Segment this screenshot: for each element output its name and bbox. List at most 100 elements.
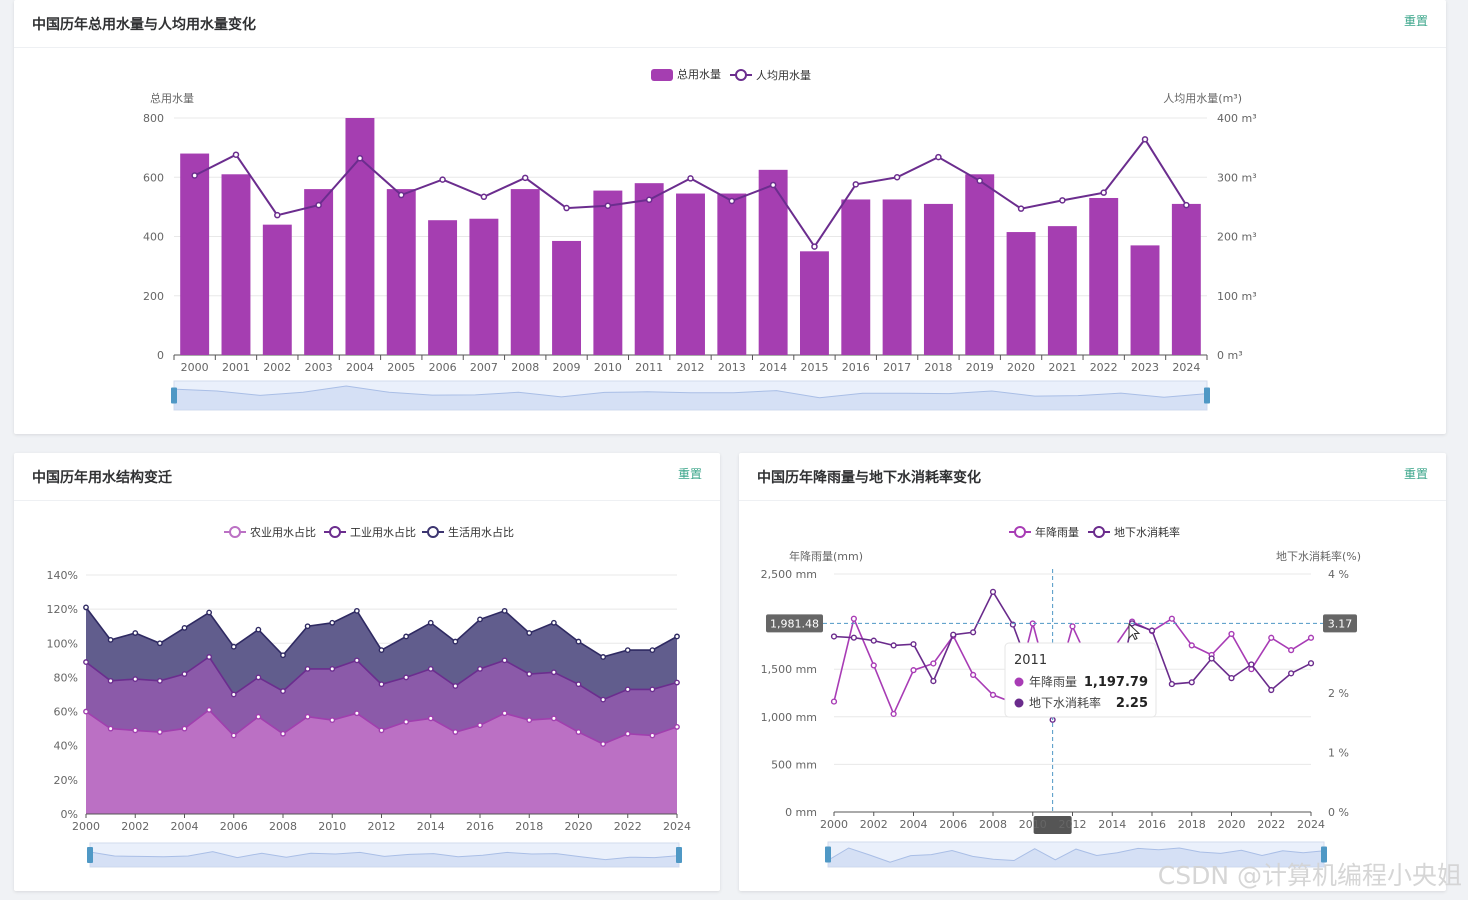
series-point[interactable] — [1268, 634, 1275, 641]
line-point[interactable] — [480, 193, 488, 201]
area-point[interactable] — [477, 722, 483, 729]
bar[interactable] — [965, 174, 995, 355]
series-point[interactable] — [1188, 679, 1195, 686]
area-point[interactable] — [452, 683, 459, 689]
series-point[interactable] — [950, 631, 957, 638]
line-point[interactable] — [811, 243, 818, 250]
area-point[interactable] — [526, 671, 533, 677]
bar[interactable] — [1089, 197, 1119, 355]
area-point[interactable] — [230, 643, 237, 650]
area-point[interactable] — [600, 741, 607, 747]
area-point[interactable] — [206, 706, 213, 713]
area-point[interactable] — [230, 691, 237, 698]
series-point[interactable] — [1188, 642, 1195, 649]
area-point[interactable] — [550, 715, 557, 722]
line-point[interactable] — [1183, 201, 1190, 209]
area-point[interactable] — [255, 674, 262, 681]
line-point[interactable] — [604, 202, 612, 209]
data-zoom-slider[interactable] — [825, 841, 1327, 868]
series-point[interactable] — [1268, 686, 1275, 694]
line-point[interactable] — [563, 204, 570, 212]
bar[interactable] — [386, 189, 416, 355]
line-point[interactable] — [274, 211, 281, 219]
bar[interactable] — [593, 190, 623, 355]
series-point[interactable] — [1208, 655, 1215, 662]
bar[interactable] — [469, 218, 499, 355]
line-point[interactable] — [769, 181, 777, 189]
bar[interactable] — [758, 169, 788, 355]
line-point[interactable] — [398, 191, 405, 199]
area-point[interactable] — [132, 630, 139, 636]
series-point[interactable] — [1168, 615, 1175, 622]
reset-button[interactable]: 重置 — [677, 467, 702, 481]
bar[interactable] — [1171, 203, 1201, 355]
area-point[interactable] — [206, 654, 213, 660]
area-point[interactable] — [674, 633, 680, 640]
area-point[interactable] — [501, 710, 508, 717]
area-point[interactable] — [403, 674, 410, 681]
area-point[interactable] — [83, 708, 89, 715]
reset-button[interactable]: 重置 — [1403, 467, 1428, 481]
area-point[interactable] — [600, 696, 607, 703]
area-point[interactable] — [329, 619, 336, 626]
area-point[interactable] — [674, 724, 680, 730]
reset-button[interactable]: 重置 — [1403, 14, 1428, 28]
legend-item-1[interactable]: 工业用水占比 — [324, 525, 416, 539]
slider-handle-right[interactable] — [1321, 846, 1327, 863]
area-point[interactable] — [452, 638, 459, 645]
area-point[interactable] — [83, 659, 89, 665]
series-point[interactable] — [930, 660, 937, 667]
area-point[interactable] — [353, 710, 360, 717]
line-point[interactable] — [1059, 197, 1066, 204]
bar[interactable] — [262, 224, 292, 355]
area-point[interactable] — [427, 619, 434, 626]
series-point[interactable] — [850, 634, 857, 641]
bar[interactable] — [882, 199, 912, 355]
bar[interactable] — [923, 203, 953, 355]
area-point[interactable] — [132, 727, 139, 734]
line-point[interactable] — [356, 155, 364, 162]
area-point[interactable] — [526, 630, 533, 636]
series-point[interactable] — [1168, 680, 1175, 688]
area-point[interactable] — [132, 676, 139, 683]
bar[interactable] — [717, 193, 747, 355]
area-point[interactable] — [280, 688, 286, 694]
area-point[interactable] — [181, 625, 188, 631]
series-point[interactable] — [850, 615, 857, 622]
area-point[interactable] — [304, 713, 311, 720]
bar[interactable] — [841, 199, 871, 355]
area-point[interactable] — [403, 718, 410, 725]
line-point[interactable] — [191, 172, 198, 179]
area-point[interactable] — [304, 665, 311, 672]
area-point[interactable] — [329, 665, 336, 672]
area-point[interactable] — [378, 647, 385, 654]
area-point[interactable] — [674, 679, 680, 686]
slider-handle-right[interactable] — [1204, 387, 1210, 404]
series-point[interactable] — [1228, 630, 1235, 638]
bar[interactable] — [1130, 245, 1160, 355]
area-point[interactable] — [575, 638, 582, 645]
slider-handle-right[interactable] — [676, 847, 682, 863]
area-point[interactable] — [378, 681, 385, 688]
data-zoom-slider[interactable] — [87, 842, 682, 868]
area-point[interactable] — [156, 677, 163, 684]
area-point[interactable] — [107, 677, 114, 684]
area-point[interactable] — [427, 715, 434, 722]
area-point[interactable] — [649, 732, 656, 739]
line-point[interactable] — [976, 177, 983, 185]
area-point[interactable] — [255, 626, 262, 633]
area-point[interactable] — [575, 681, 582, 688]
area-point[interactable] — [206, 609, 213, 616]
area-point[interactable] — [477, 665, 483, 672]
line-point[interactable] — [687, 175, 694, 182]
data-zoom-slider[interactable] — [171, 380, 1210, 411]
area-point[interactable] — [624, 647, 631, 654]
area-point[interactable] — [624, 686, 631, 693]
slider-handle-left[interactable] — [171, 387, 177, 404]
bar[interactable] — [676, 193, 705, 355]
area-point[interactable] — [181, 725, 188, 732]
line-point[interactable] — [852, 181, 860, 188]
area-point[interactable] — [255, 713, 262, 720]
area-point[interactable] — [107, 636, 114, 643]
bar[interactable] — [634, 183, 664, 355]
